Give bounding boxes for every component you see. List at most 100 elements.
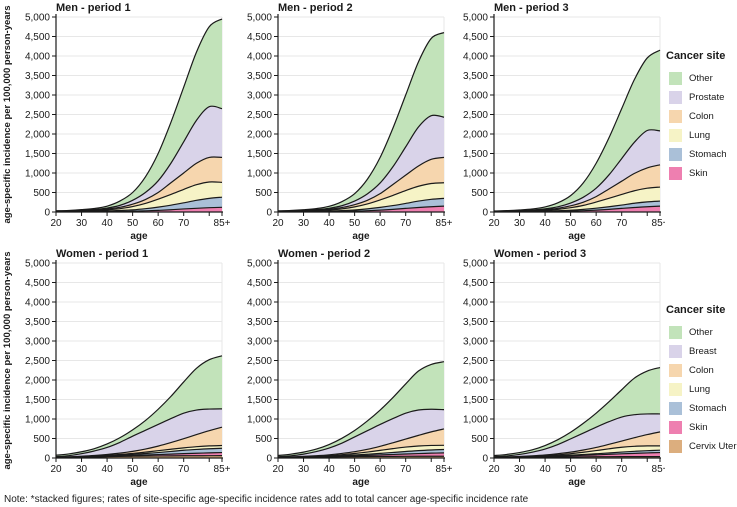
svg-text:3,000: 3,000 [463,91,488,102]
svg-text:50: 50 [565,464,577,475]
svg-text:40: 40 [102,464,114,475]
svg-text:4,000: 4,000 [463,52,488,63]
legend-title: Cancer site [666,50,726,62]
svg-text:70: 70 [400,464,412,475]
legend-swatch [669,148,682,161]
svg-text:1,000: 1,000 [25,415,50,426]
svg-text:50: 50 [565,218,577,229]
svg-text:500: 500 [33,188,50,199]
svg-text:40: 40 [324,464,336,475]
legend-label: Colon [689,111,714,122]
svg-text:age: age [352,477,370,488]
svg-text:2,000: 2,000 [25,376,50,387]
svg-text:0: 0 [482,454,488,465]
svg-text:4,000: 4,000 [247,52,272,63]
svg-text:40: 40 [102,218,114,229]
svg-text:1,000: 1,000 [25,169,50,180]
legend-swatch [669,440,682,453]
legend-item: Colon [665,107,727,126]
svg-text:Women - period 2: Women - period 2 [278,248,370,260]
svg-text:3,500: 3,500 [25,71,50,82]
legend-label: Other [689,327,713,338]
legend-items-women: Other Breast Colon Lung Stomach Skin Cervix Ut… [665,323,737,456]
legend-item: Colon [665,361,737,380]
legend-item: Skin [665,418,737,437]
svg-text:5,000: 5,000 [463,259,488,270]
legend-label: Skin [689,168,708,179]
legend-label: Lung [689,130,711,141]
svg-text:70: 70 [616,218,628,229]
svg-text:20: 20 [272,464,284,475]
legend-swatch [669,383,682,396]
svg-text:2,500: 2,500 [25,110,50,121]
svg-text:Men - period 1: Men - period 1 [56,2,131,14]
svg-text:1,500: 1,500 [463,149,488,160]
svg-text:age: age [130,477,148,488]
svg-text:3,000: 3,000 [25,337,50,348]
legend-item: Stomach [665,145,727,164]
legend-item: Prostate [665,88,727,107]
legend-swatch [669,421,682,434]
svg-text:30: 30 [514,218,526,229]
svg-text:4,500: 4,500 [463,278,488,289]
svg-text:500: 500 [255,188,272,199]
svg-text:2,000: 2,000 [463,130,488,141]
svg-text:1,000: 1,000 [463,415,488,426]
svg-text:500: 500 [471,434,488,445]
svg-text:40: 40 [540,218,552,229]
svg-text:5,000: 5,000 [463,13,488,24]
svg-text:60: 60 [153,464,165,475]
legend-item: Skin [665,164,727,183]
svg-text:1,000: 1,000 [247,169,272,180]
row-men: 0 500 1,000 1,500 2,000 2,500 3,000 3,500 4,000 4… [0,0,737,246]
svg-text:85+: 85+ [652,464,665,475]
svg-text:500: 500 [255,434,272,445]
svg-text:Women - period 3: Women - period 3 [494,248,586,260]
svg-text:20: 20 [488,464,500,475]
chart-men-period-3: 0 500 1,000 1,500 2,000 2,500 3,000 3,500 4,000 4… [463,2,665,242]
svg-text:0: 0 [44,454,50,465]
chart-women-period-1: 0 500 1,000 1,500 2,000 2,500 3,000 3,500 4,000 4… [2,248,231,488]
svg-text:age-specific incidence per 100: age-specific incidence per 100,000 perso… [2,251,13,469]
legend-item: Lung [665,126,727,145]
svg-text:3,000: 3,000 [247,337,272,348]
svg-text:age-specific incidence per 100: age-specific incidence per 100,000 perso… [2,5,13,223]
svg-text:3,000: 3,000 [463,337,488,348]
svg-text:5,000: 5,000 [247,259,272,270]
svg-text:500: 500 [471,188,488,199]
svg-text:4,000: 4,000 [25,52,50,63]
svg-text:4,000: 4,000 [247,298,272,309]
legend-item: Other [665,69,727,88]
legend-swatch [669,110,682,123]
svg-text:2,500: 2,500 [247,356,272,367]
svg-text:5,000: 5,000 [247,13,272,24]
svg-text:5,000: 5,000 [25,259,50,270]
svg-text:20: 20 [488,218,500,229]
svg-text:30: 30 [76,464,88,475]
svg-text:20: 20 [50,464,62,475]
svg-text:70: 70 [400,218,412,229]
svg-text:2,000: 2,000 [247,376,272,387]
svg-text:1,500: 1,500 [463,395,488,406]
svg-text:85+: 85+ [436,464,452,475]
svg-text:30: 30 [76,218,88,229]
legend-label: Cervix Uteri [689,441,737,452]
legend-swatch [669,129,682,142]
svg-text:40: 40 [540,464,552,475]
svg-text:4,500: 4,500 [25,278,50,289]
svg-text:20: 20 [272,218,284,229]
legend-item: Stomach [665,399,737,418]
svg-text:1,500: 1,500 [25,149,50,160]
legend-label: Other [689,73,713,84]
svg-text:30: 30 [298,464,310,475]
svg-text:60: 60 [375,464,387,475]
svg-text:2,000: 2,000 [25,130,50,141]
legend-column-men: Cancer site Other Prostate Colon Lung Stomac… [665,0,737,246]
svg-text:4,000: 4,000 [463,298,488,309]
svg-text:2,000: 2,000 [247,130,272,141]
svg-text:85+: 85+ [652,218,665,229]
legend-swatch [669,402,682,415]
svg-text:age: age [568,231,586,242]
svg-text:age: age [130,231,148,242]
chart-women-period-3: 0 500 1,000 1,500 2,000 2,500 3,000 3,500 4,000 4… [463,248,665,488]
